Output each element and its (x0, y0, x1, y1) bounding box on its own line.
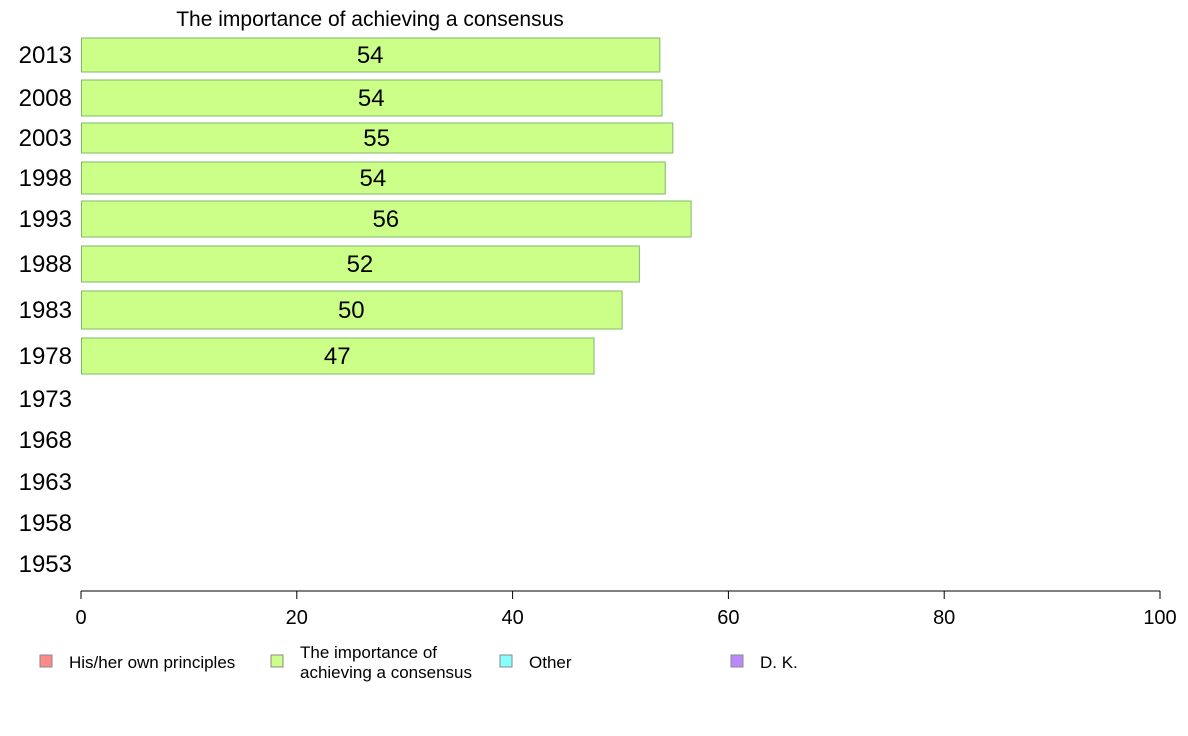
legend-swatch-3 (730, 654, 744, 668)
x-tick-label-80: 80 (933, 607, 955, 629)
y-tick-label-1958: 1958 (19, 510, 72, 537)
bar-value-label-1998: 54 (360, 165, 387, 192)
legend-swatch-1 (270, 654, 284, 668)
bar-2008 (81, 79, 663, 117)
bar-1988 (81, 245, 640, 283)
legend-label-1-line-1: achieving a consensus (300, 663, 472, 682)
y-tick-label-1978: 1978 (19, 343, 72, 370)
bar-1993 (81, 200, 692, 238)
x-tick-label-0: 0 (75, 607, 86, 629)
y-axis-tick-labels: 2013 2008 2003 1998 1993 1988 1983 1978 1973 1968… (19, 42, 72, 578)
y-tick-label-1963: 1963 (19, 469, 72, 496)
bar-value-label-1993: 56 (372, 206, 399, 233)
bar-labels-group: 54 54 55 54 56 52 50 47 (324, 42, 399, 370)
legend-label-1-line-0: The importance of (300, 643, 437, 662)
y-tick-label-2008: 2008 (19, 85, 72, 112)
bar-value-label-2008: 54 (358, 85, 385, 112)
y-tick-label-1998: 1998 (19, 165, 72, 192)
legend-swatch-0 (39, 654, 53, 668)
x-tick-label-60: 60 (717, 607, 739, 629)
bar-2003 (81, 122, 674, 154)
legend: His/her own principles The importance ofa… (39, 643, 798, 682)
legend-swatch-2 (499, 654, 513, 668)
y-tick-label-1988: 1988 (19, 251, 72, 278)
bar-value-label-2013: 54 (357, 42, 384, 69)
y-tick-label-1993: 1993 (19, 206, 72, 233)
bar-1998 (81, 161, 666, 195)
legend-label-0-line-0: His/her own principles (69, 653, 235, 672)
y-tick-label-2003: 2003 (19, 125, 72, 152)
x-tick-label-100: 100 (1143, 607, 1176, 629)
chart-title: The importance of achieving a consensus (176, 8, 564, 31)
y-tick-label-1953: 1953 (19, 551, 72, 578)
y-tick-label-2013: 2013 (19, 42, 72, 69)
bars-group (81, 37, 692, 375)
bar-value-label-2003: 55 (363, 125, 390, 152)
y-tick-label-1983: 1983 (19, 297, 72, 324)
x-tick-label-20: 20 (286, 607, 308, 629)
bar-1983 (81, 290, 623, 330)
x-axis: 0 20 40 60 80 100 (75, 590, 1177, 629)
bar-value-label-1978: 47 (324, 343, 351, 370)
legend-label-3-line-0: D. K. (760, 653, 798, 672)
y-tick-label-1968: 1968 (19, 427, 72, 454)
bar-1978 (81, 337, 595, 375)
bar-2013 (81, 37, 661, 73)
bar-value-label-1983: 50 (338, 297, 365, 324)
bar-value-label-1988: 52 (347, 251, 374, 278)
legend-label-2-line-0: Other (529, 653, 572, 672)
x-tick-label-40: 40 (501, 607, 523, 629)
y-tick-label-1973: 1973 (19, 386, 72, 413)
